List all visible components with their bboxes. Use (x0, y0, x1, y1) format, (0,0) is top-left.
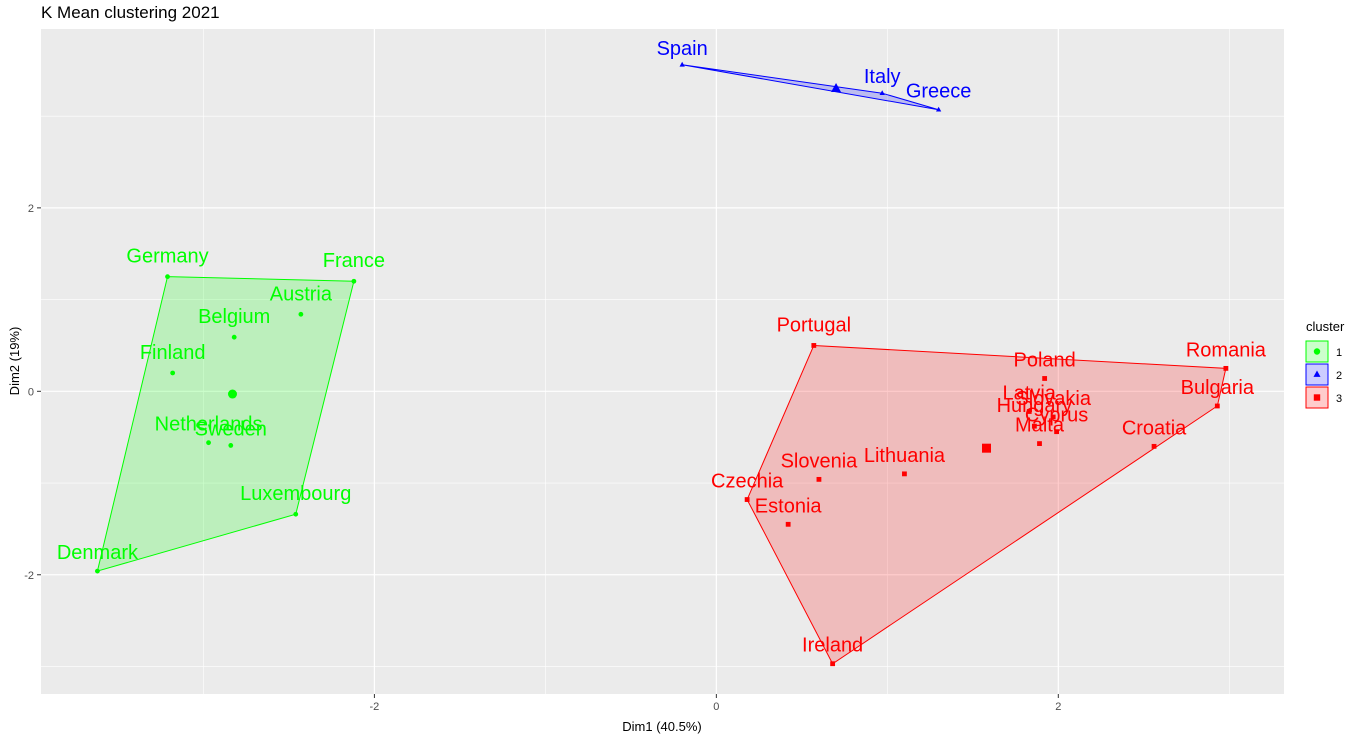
label-france: France (323, 250, 385, 272)
label-germany: Germany (126, 246, 208, 268)
label-slovakia: Slovakia (1015, 388, 1091, 410)
label-luxembourg: Luxembourg (240, 483, 351, 505)
label-denmark: Denmark (57, 542, 139, 564)
x-tick-label: -2 (370, 701, 380, 713)
legend-marker-1 (1313, 348, 1321, 355)
axes: -2 0 2 -2 0 2 (24, 203, 1061, 713)
point-romania (1223, 365, 1229, 371)
label-poland: Poland (1013, 349, 1075, 371)
point-cyprus (1054, 429, 1060, 435)
label-latvia: Latvia (1003, 382, 1057, 404)
centroid-cluster-3 (982, 443, 992, 453)
legend: cluster 1 2 3 (1305, 319, 1345, 409)
y-tick-label: 2 (28, 203, 34, 215)
point-slovenia (816, 476, 822, 482)
label-lithuania: Lithuania (864, 445, 946, 467)
point-spain (679, 61, 685, 67)
point-estonia (785, 521, 791, 527)
x-tick-label: 0 (713, 701, 719, 713)
x-tick-label: 2 (1055, 701, 1061, 713)
major-gridlines (41, 29, 1284, 694)
point-bulgaria (1214, 403, 1220, 409)
point-luxembourg (293, 511, 299, 517)
y-tick-label: -2 (24, 570, 34, 582)
point-sweden (228, 443, 234, 448)
label-greece: Greece (906, 81, 972, 103)
cluster-hull-3 (746, 344, 1227, 665)
point-poland (1042, 376, 1048, 381)
point-malta (1037, 441, 1042, 446)
legend-label-1: 1 (1336, 347, 1342, 359)
legend-title: cluster (1306, 319, 1345, 334)
label-hungary: Hungary (997, 395, 1073, 417)
legend-marker-3 (1313, 394, 1321, 401)
chart-title: K Mean clustering 2021 (41, 3, 220, 22)
point-belgium (231, 334, 237, 340)
point-netherlands (206, 440, 211, 446)
label-estonia: Estonia (755, 495, 823, 517)
cluster-hull-2 (682, 64, 939, 111)
x-axis-title: Dim1 (40.5%) (622, 719, 701, 734)
label-finland: Finland (140, 342, 206, 364)
label-belgium: Belgium (198, 306, 270, 328)
point-italy (879, 90, 885, 96)
label-czechia: Czechia (711, 471, 784, 493)
label-netherlands: Netherlands (155, 414, 263, 436)
point-france (351, 278, 357, 284)
minor-gridlines (41, 29, 1284, 694)
point-lithuania (902, 471, 907, 477)
point-slovakia (1050, 414, 1056, 420)
centroid-cluster-1 (227, 389, 237, 399)
point-finland (170, 370, 176, 376)
label-bulgaria: Bulgaria (1181, 377, 1255, 399)
point-czechia (744, 497, 750, 502)
label-slovenia: Slovenia (781, 450, 859, 472)
cluster-hulls (96, 64, 1227, 665)
label-spain: Spain (657, 38, 708, 60)
label-austria: Austria (270, 283, 333, 305)
legend-marker-2 (1313, 370, 1321, 377)
point-germany (165, 274, 170, 280)
label-cyprus: Cyprus (1025, 405, 1088, 427)
centroid-cluster-2 (831, 82, 841, 93)
point-latvia (1026, 409, 1032, 414)
point-austria (298, 311, 304, 317)
y-axis-title: Dim2 (19%) (7, 327, 22, 396)
label-sweden: Sweden (195, 418, 267, 440)
label-italy: Italy (864, 66, 901, 88)
point-greece (935, 106, 942, 112)
point-denmark (95, 568, 100, 574)
plot-panel (41, 29, 1284, 694)
label-malta: Malta (1015, 415, 1065, 437)
point-ireland (830, 661, 836, 667)
point-hungary (1031, 423, 1037, 429)
data-points (95, 61, 1229, 667)
legend-label-3: 3 (1336, 393, 1342, 405)
y-tick-label: 0 (28, 386, 34, 398)
legend-label-2: 2 (1336, 370, 1342, 382)
point-croatia (1151, 443, 1157, 449)
label-portugal: Portugal (777, 314, 852, 336)
label-croatia: Croatia (1122, 417, 1187, 439)
label-romania: Romania (1186, 339, 1267, 361)
label-ireland: Ireland (802, 635, 863, 657)
point-portugal (811, 343, 817, 348)
